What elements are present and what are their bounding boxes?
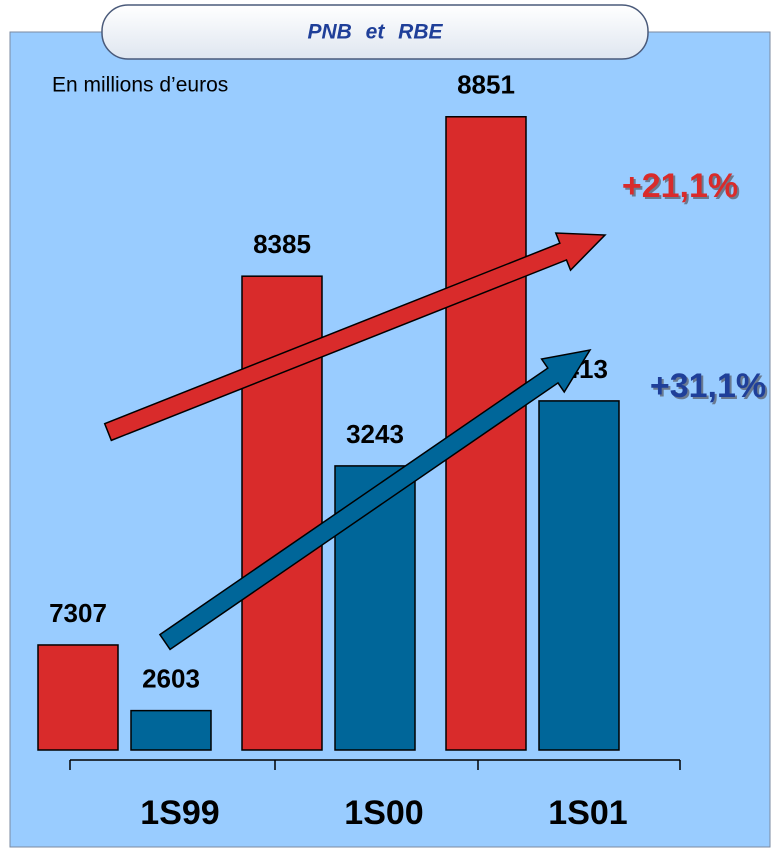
value-label: 7307 — [49, 598, 107, 628]
value-label: 3243 — [346, 419, 404, 449]
chart-title: PNB et RBE — [307, 21, 443, 44]
bar — [538, 400, 620, 751]
annotation: +21,1% — [622, 167, 738, 205]
title-box — [101, 4, 649, 60]
bar — [37, 644, 119, 751]
bar — [130, 709, 212, 751]
x-axis — [69, 759, 681, 770]
subtitle: En millions d’euros — [52, 74, 228, 97]
annotation-shadow: +21,1% — [624, 169, 740, 207]
value-label: 8851 — [457, 70, 515, 100]
annotation-shadow: +31,1% — [652, 369, 768, 407]
x-tick-label: 1S99 — [140, 794, 219, 832]
x-tick-label: 1S00 — [344, 794, 423, 832]
value-label: 2603 — [142, 663, 200, 693]
x-tick-label: 1S01 — [548, 794, 627, 832]
value-label: 8385 — [253, 229, 311, 259]
annotation: +31,1% — [650, 367, 766, 405]
trend-arrow — [158, 348, 592, 651]
trend-arrow — [103, 232, 607, 442]
